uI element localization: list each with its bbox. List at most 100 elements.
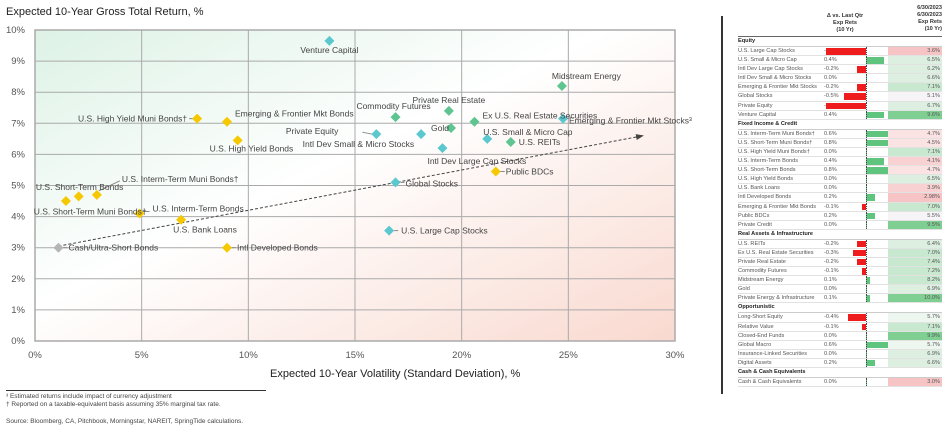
asset-class-name: Midstream Energy [738, 277, 784, 284]
point-label: Ex U.S. Real Estate Securities [482, 111, 597, 121]
delta-value: 0.8% [824, 139, 837, 146]
y-tick-label: 7% [11, 118, 25, 129]
delta-bar [866, 158, 884, 165]
delta-bar [866, 295, 871, 302]
section-header: Cash & Cash Equivalents [738, 368, 942, 378]
asset-class-name: Gold [738, 286, 750, 293]
data-points [53, 35, 568, 253]
delta-value: -0.2% [824, 258, 839, 265]
expected-return-value: 5.7% [888, 340, 942, 349]
delta-bar [848, 314, 866, 321]
y-tick-label: 4% [11, 212, 25, 223]
point-label: Gold [431, 123, 449, 133]
table-row: Ex U.S. Real Estate Securities -0.3% 7.0% [738, 248, 942, 258]
y-tick-label: 8% [11, 87, 25, 98]
asset-class-name: Global Stocks [738, 93, 773, 100]
asset-class-name: U.S. High Yield Muni Bonds† [738, 148, 810, 155]
delta-value: -0.1% [824, 323, 839, 330]
x-tick-label: 25% [559, 350, 579, 361]
expected-return-value: 5.1% [888, 92, 942, 101]
data-point [469, 116, 480, 127]
delta-bar [844, 93, 866, 100]
zero-line [866, 313, 867, 322]
data-point [437, 143, 448, 154]
delta-bar [857, 66, 866, 73]
zero-line [866, 101, 867, 110]
asset-class-name: Long-Short Equity [738, 314, 783, 321]
data-point [324, 35, 335, 46]
expected-return-value: 7.1% [888, 322, 942, 331]
expected-return-value: 2.98% [888, 193, 942, 202]
trend-arrow [58, 134, 644, 247]
expected-return-value: 4.7% [888, 166, 942, 175]
section-header: Opportunistic [738, 303, 942, 314]
expected-return-value: 3.0% [888, 378, 942, 387]
header-line: Δ vs. Last Qtr [826, 13, 864, 19]
data-point [232, 135, 243, 146]
expected-return-value: 5.7% [888, 313, 942, 322]
delta-value: -0.1% [824, 203, 839, 210]
asset-class-name: U.S. Interm-Term Bonds [738, 158, 798, 165]
asset-class-name: Intl Dev Small & Micro Stocks [738, 75, 812, 82]
zero-line [866, 257, 867, 267]
zero-line [866, 175, 867, 184]
zero-line [866, 322, 867, 331]
expected-return-value: 6.2% [888, 65, 942, 74]
x-tick-label: 20% [452, 350, 472, 361]
zero-line [866, 276, 867, 285]
delta-bar [861, 203, 866, 210]
data-point [482, 133, 493, 144]
asset-class-name: Venture Capital [738, 111, 777, 118]
delta-bar [852, 249, 866, 257]
expected-return-value: 7.0% [888, 202, 942, 211]
section-header: Equity [738, 37, 942, 47]
asset-class-name: Insurance-Linked Securities [738, 350, 808, 357]
point-label: Commodity Futures [356, 101, 430, 111]
data-point [390, 177, 401, 188]
zero-line [866, 129, 867, 138]
data-point [134, 208, 145, 219]
point-label: U.S. Interm-Term Bonds [153, 203, 244, 213]
delta-value: 0.4% [824, 57, 837, 64]
table-row: U.S. Short-Term Muni Bonds† 0.8% 4.5% [738, 138, 942, 148]
delta-value: 0.6% [824, 130, 837, 137]
expected-return-value: 7.1% [888, 147, 942, 157]
y-tick-label: 9% [11, 56, 25, 67]
table-row: Private Credit 0.0% 9.5% [738, 220, 942, 230]
point-label: Public BDCs [506, 167, 554, 177]
table-row: Emerging & Frontier Mkt Bonds -0.1% 7.0% [738, 202, 942, 212]
asset-class-name: Relative Value [738, 323, 774, 330]
point-label: U.S. Bank Loans [173, 225, 237, 235]
expected-return-value: 4.1% [888, 157, 942, 166]
asset-class-name: U.S. Large Cap Stocks [738, 48, 795, 54]
delta-bar [857, 84, 866, 91]
data-point [222, 116, 232, 127]
x-tick-label: 15% [345, 350, 365, 361]
table-row: Intl Dev Small & Micro Stocks 0.0% 6.6% [738, 74, 942, 84]
expected-return-value: 6.6% [888, 74, 942, 83]
delta-bar [866, 212, 875, 220]
expected-return-value: 7.2% [888, 267, 942, 276]
vertical-divider [721, 16, 723, 394]
expected-return-value: 8.2% [888, 276, 942, 285]
delta-value: -0.2% [824, 66, 839, 73]
point-label: Midstream Energy [552, 71, 622, 81]
delta-value: -0.5% [824, 93, 839, 100]
header-line: 6/30/2023 [917, 12, 942, 18]
point-label: U.S. Short-Term Bonds [36, 182, 123, 192]
data-point [176, 214, 187, 225]
table-row: Commodity Futures -0.1% 7.2% [738, 267, 942, 277]
table-row: Public BDCs 0.2% 5.5% [738, 211, 942, 221]
asset-class-name: Digital Assets [738, 359, 772, 366]
header-line: Exp Rets [833, 20, 857, 26]
delta-bar [866, 57, 884, 64]
data-point [73, 191, 84, 202]
data-point [91, 189, 102, 200]
zero-line [866, 47, 867, 56]
delta-value: 0.4% [824, 158, 837, 165]
point-label: U.S. High Yield Bonds [210, 143, 294, 153]
x-tick-label: 10% [239, 350, 259, 361]
footnote-rule [6, 390, 266, 391]
table-header: Δ vs. Last Qtr Exp Rets (10 Yr) 6/30/202… [738, 4, 942, 37]
